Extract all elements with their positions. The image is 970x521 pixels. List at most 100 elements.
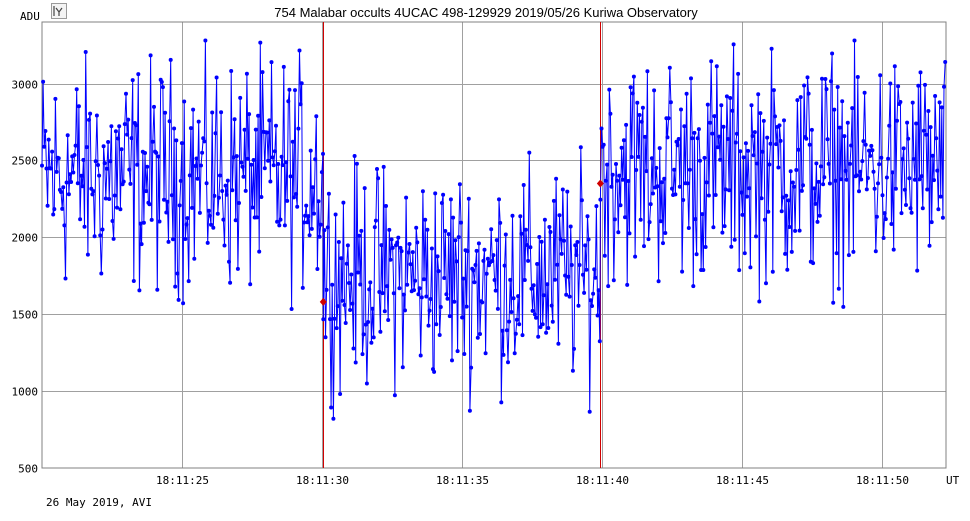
data-point xyxy=(249,162,254,167)
data-point xyxy=(228,280,233,285)
data-point xyxy=(348,308,353,312)
data-point xyxy=(569,263,574,267)
data-point xyxy=(179,141,184,146)
data-point xyxy=(130,78,135,83)
data-point xyxy=(262,166,267,171)
data-point xyxy=(942,84,946,89)
data-point xyxy=(635,100,640,105)
data-point xyxy=(478,332,482,336)
data-point xyxy=(318,222,323,227)
data-point xyxy=(186,279,191,284)
data-point xyxy=(368,280,373,285)
data-point xyxy=(191,107,196,112)
data-point xyxy=(799,188,804,193)
data-point xyxy=(456,235,461,240)
data-point xyxy=(611,278,616,283)
data-point xyxy=(862,90,867,95)
data-point xyxy=(330,282,335,287)
data-point xyxy=(277,223,282,228)
data-point xyxy=(668,100,673,105)
data-point xyxy=(312,211,316,216)
data-point xyxy=(407,242,412,246)
data-point xyxy=(805,75,810,80)
data-point xyxy=(92,234,97,239)
data-point xyxy=(406,250,411,255)
data-point xyxy=(424,294,429,299)
data-point xyxy=(730,108,735,113)
data-point xyxy=(704,180,709,185)
data-point xyxy=(777,123,782,128)
data-point xyxy=(126,117,131,122)
data-point xyxy=(251,158,256,162)
data-point xyxy=(888,81,893,86)
data-point xyxy=(297,48,302,53)
data-point xyxy=(450,358,454,363)
data-point xyxy=(662,176,667,181)
data-point xyxy=(340,298,345,303)
data-point xyxy=(715,145,720,150)
data-point xyxy=(925,187,930,192)
data-point xyxy=(80,184,85,189)
data-point xyxy=(257,249,262,254)
data-point xyxy=(76,104,81,109)
data-point xyxy=(873,249,878,254)
data-point xyxy=(65,133,70,138)
data-point xyxy=(776,165,781,170)
data-point xyxy=(136,72,141,77)
data-point xyxy=(703,245,708,249)
data-point xyxy=(319,170,324,175)
data-point xyxy=(610,172,615,177)
data-point xyxy=(708,120,713,125)
data-point xyxy=(93,159,98,164)
data-point xyxy=(310,185,315,190)
data-point xyxy=(551,198,556,203)
data-point xyxy=(212,193,217,198)
data-point xyxy=(727,188,732,193)
data-point xyxy=(428,297,433,301)
data-point xyxy=(548,230,553,234)
data-point xyxy=(732,237,737,242)
data-point xyxy=(558,237,563,242)
data-point xyxy=(890,170,895,175)
data-point xyxy=(536,334,541,339)
data-point xyxy=(323,335,328,340)
data-point xyxy=(568,224,573,229)
data-point xyxy=(117,124,122,129)
data-point xyxy=(718,157,723,162)
data-point xyxy=(302,220,306,225)
data-point xyxy=(646,237,651,242)
data-point xyxy=(761,118,766,123)
data-point xyxy=(674,139,679,144)
data-point xyxy=(672,167,677,172)
data-point xyxy=(687,167,692,172)
data-point xyxy=(46,137,51,142)
data-point xyxy=(745,194,749,199)
data-point xyxy=(43,129,48,133)
data-point xyxy=(839,177,843,182)
data-point xyxy=(878,73,883,78)
data-point xyxy=(607,87,612,92)
data-point xyxy=(314,114,319,119)
data-point xyxy=(322,228,327,233)
data-point xyxy=(137,288,142,293)
data-point xyxy=(351,346,356,351)
data-point xyxy=(326,191,331,196)
data-point xyxy=(850,106,855,111)
data-point xyxy=(880,193,885,198)
data-point xyxy=(767,162,772,167)
data-point xyxy=(284,160,289,165)
data-point xyxy=(446,232,451,237)
data-point xyxy=(592,267,597,272)
chart-app-icon[interactable] xyxy=(51,3,67,19)
x-tick-label: 18:11:25 xyxy=(156,474,209,487)
data-point xyxy=(90,192,95,197)
data-point xyxy=(433,191,438,196)
data-point xyxy=(259,195,264,199)
data-point xyxy=(783,251,788,256)
data-point xyxy=(642,244,646,249)
data-point xyxy=(177,203,182,208)
data-point xyxy=(451,215,456,220)
data-point xyxy=(679,107,683,112)
data-point xyxy=(372,225,377,230)
data-point xyxy=(437,333,442,337)
